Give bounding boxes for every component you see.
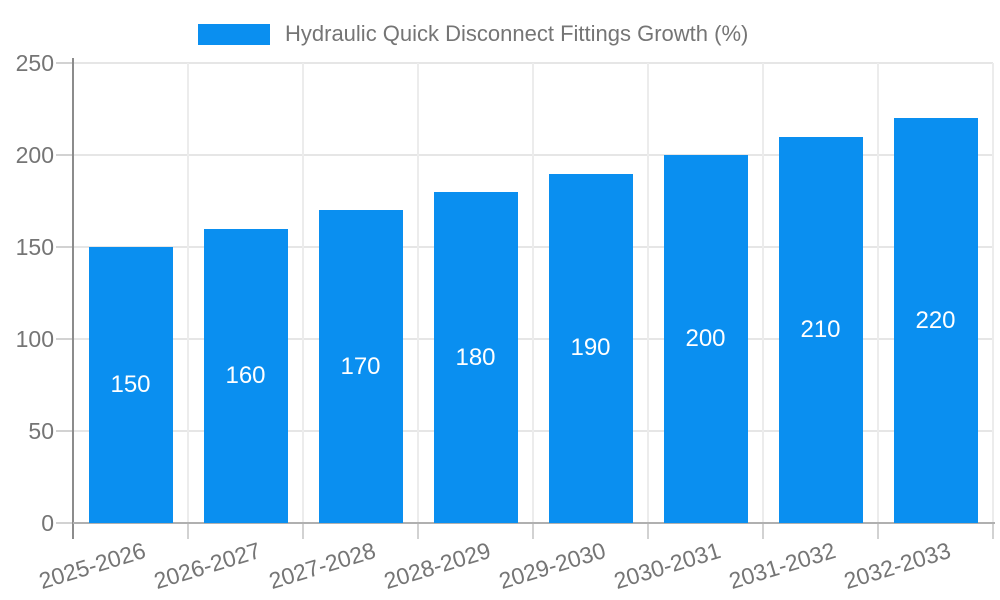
bar-value-label: 190: [570, 334, 611, 361]
x-axis-tick: [877, 523, 879, 539]
bar-value-label: 200: [685, 325, 726, 352]
y-axis-line: [71, 58, 74, 539]
legend[interactable]: Hydraulic Quick Disconnect Fittings Grow…: [198, 21, 748, 47]
x-axis-tick: [302, 523, 304, 539]
x-axis-tick: [532, 523, 534, 539]
gridline-vertical: [762, 63, 764, 523]
y-axis-label: 100: [15, 326, 54, 352]
gridline-vertical: [302, 63, 304, 523]
bar[interactable]: [203, 228, 288, 523]
bar[interactable]: [318, 210, 403, 523]
bar-value-label: 160: [225, 362, 266, 389]
y-axis-label: 0: [41, 510, 54, 536]
bar-value-label: 220: [915, 306, 956, 334]
y-axis-tick: [56, 154, 73, 156]
gridline-vertical: [992, 63, 994, 523]
y-axis-tick: [56, 338, 73, 340]
x-axis-tick: [992, 523, 994, 539]
bar-value-label: 180: [455, 343, 496, 371]
legend-label: Hydraulic Quick Disconnect Fittings Grow…: [285, 21, 749, 46]
gridline-vertical: [187, 63, 189, 523]
y-axis-label: 150: [15, 234, 54, 260]
bar[interactable]: [548, 173, 633, 523]
gridline-vertical: [532, 63, 534, 523]
gridline-vertical: [647, 63, 649, 523]
x-axis-line: [73, 522, 995, 524]
y-axis-label: 250: [15, 50, 54, 76]
y-axis-tick: [56, 430, 73, 432]
legend-swatch-icon: [198, 23, 270, 45]
y-axis-tick: [56, 246, 73, 248]
bar-value-label: 170: [340, 352, 381, 380]
y-axis-tick: [56, 62, 73, 64]
bar[interactable]: [433, 192, 518, 523]
x-axis-tick: [647, 523, 649, 539]
x-axis-tick: [187, 523, 189, 539]
bar[interactable]: [778, 136, 863, 523]
y-axis-label: 200: [15, 142, 54, 168]
y-axis-label: 50: [28, 418, 54, 444]
bar[interactable]: [663, 155, 748, 523]
bar[interactable]: [88, 247, 173, 523]
bar[interactable]: [893, 118, 978, 523]
x-axis-tick: [762, 523, 764, 539]
bar-value-label: 150: [110, 371, 151, 398]
x-axis-tick: [417, 523, 419, 539]
gridline-vertical: [417, 63, 419, 523]
gridline-vertical: [877, 63, 879, 523]
y-axis-tick: [56, 522, 73, 524]
bar-value-label: 210: [800, 316, 841, 343]
